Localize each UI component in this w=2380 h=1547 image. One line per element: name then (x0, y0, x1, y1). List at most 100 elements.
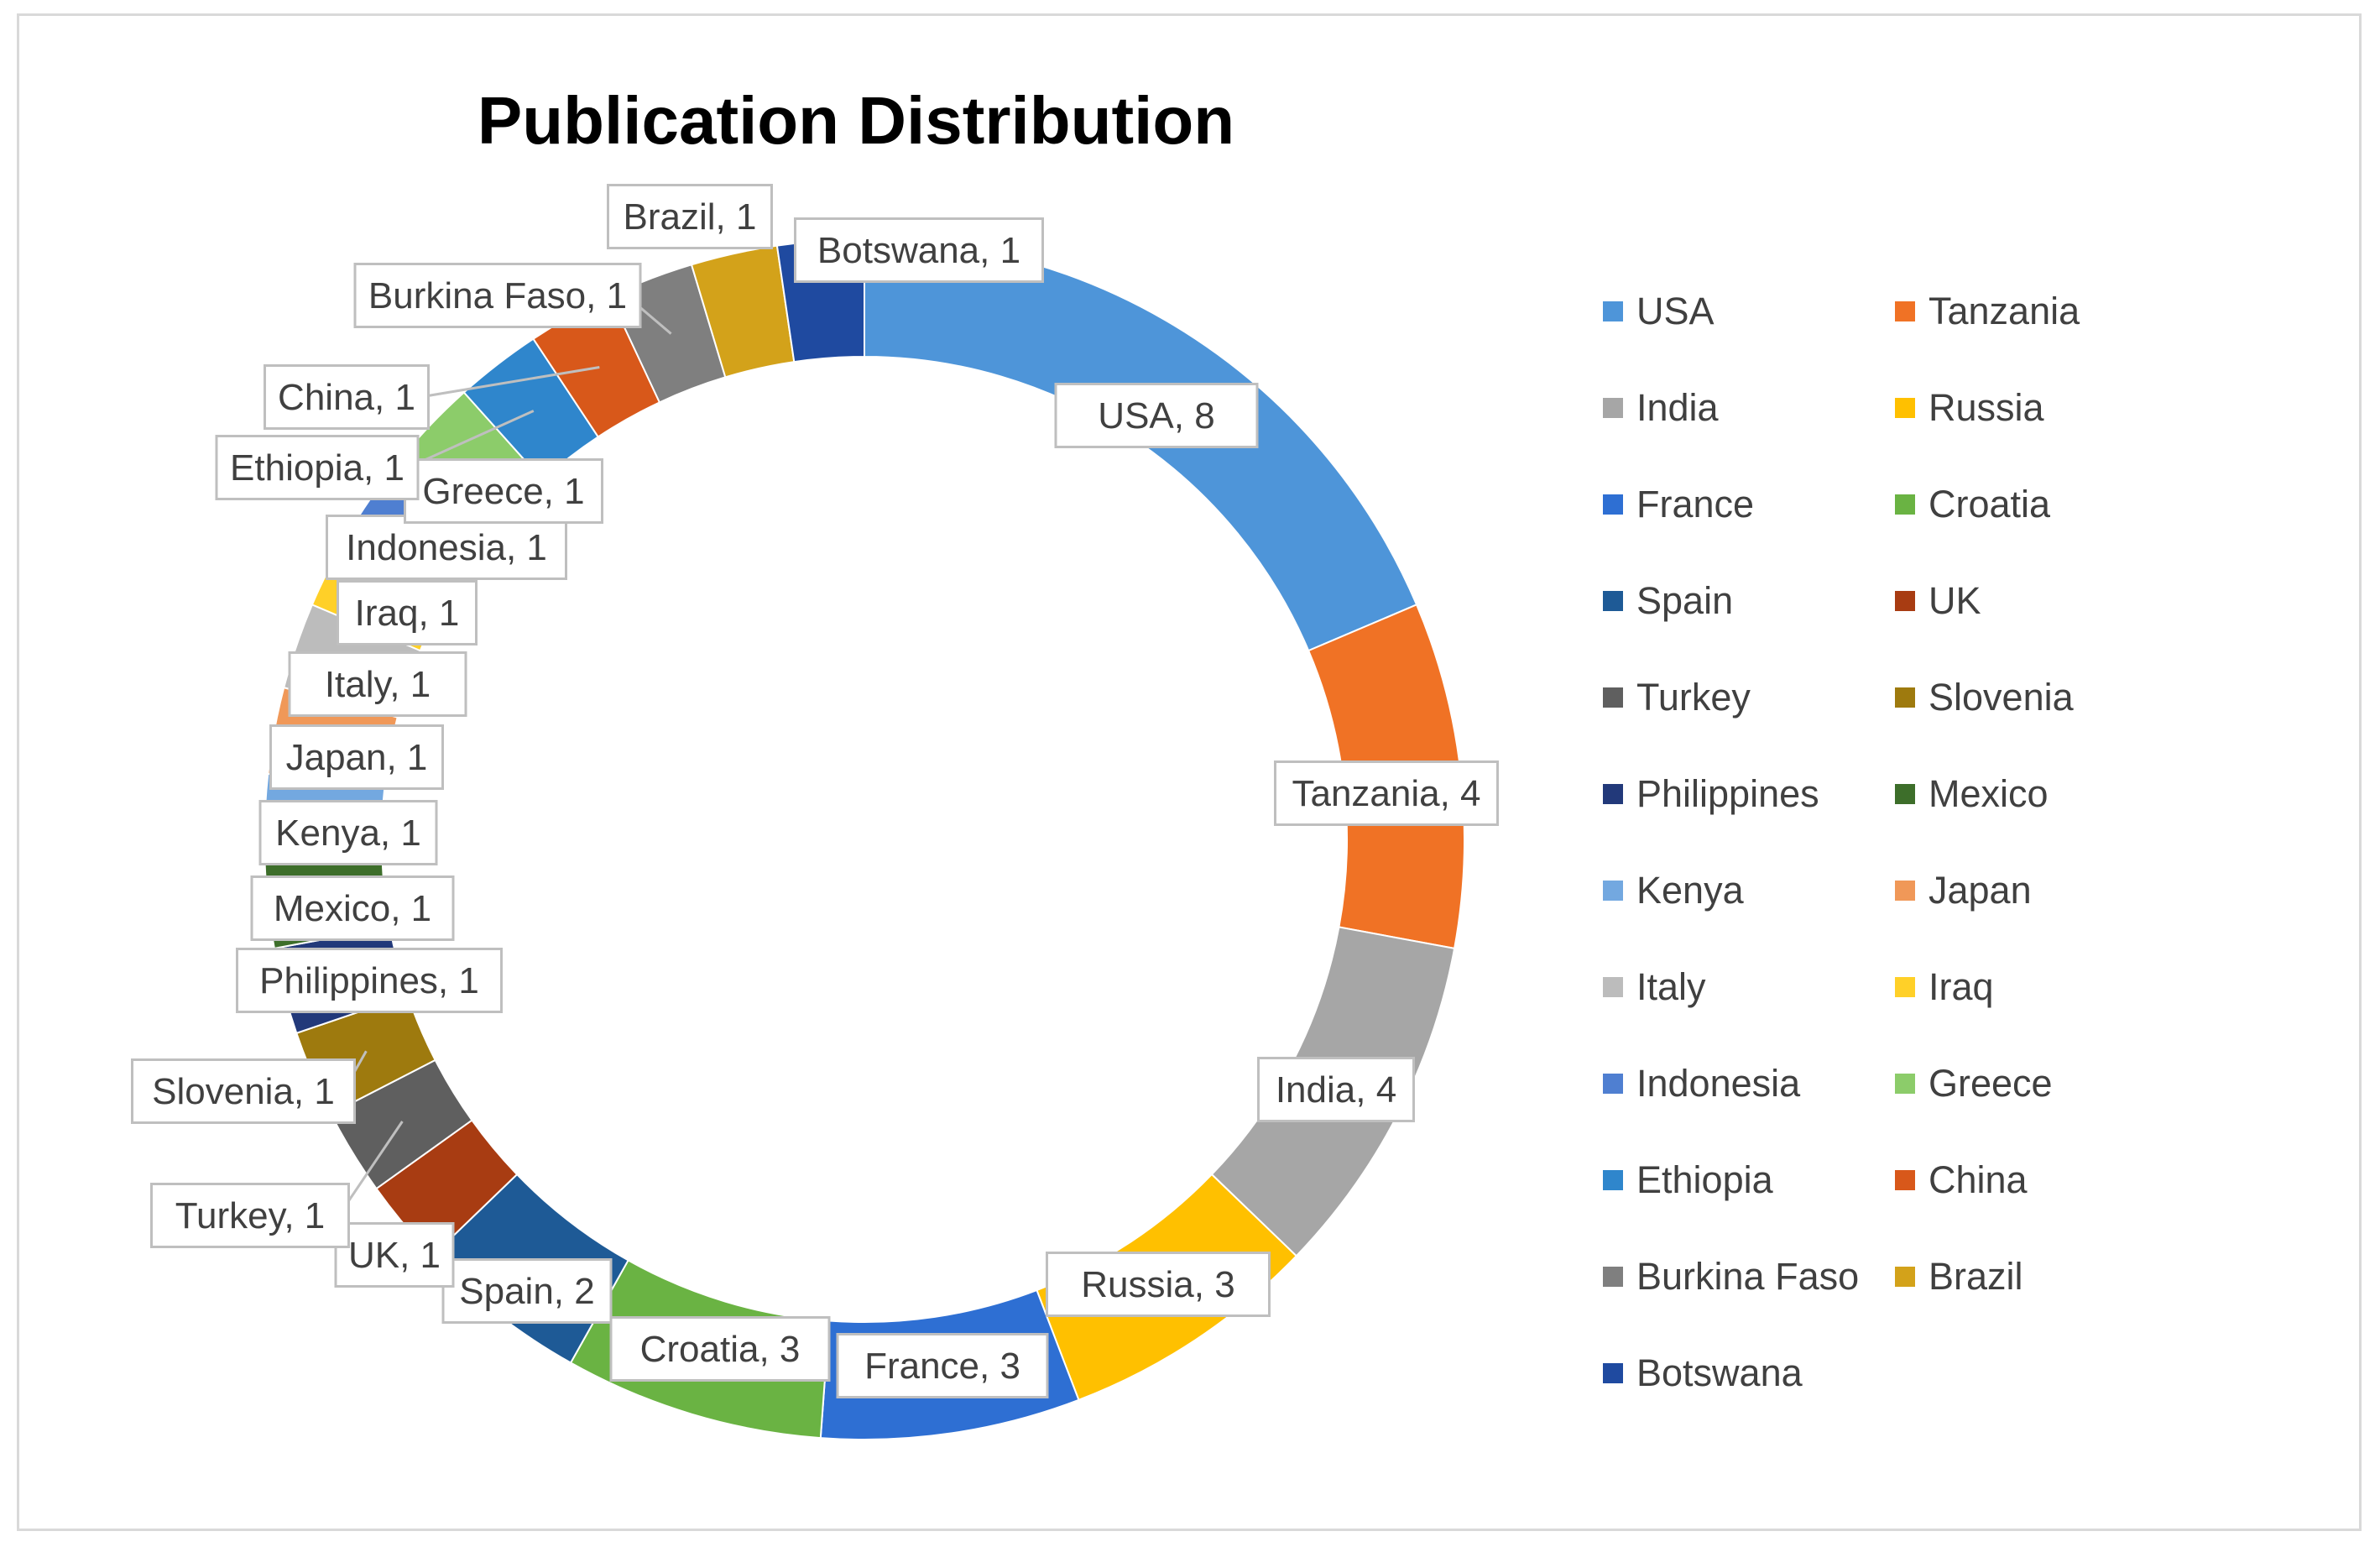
data-label-box-brazil (607, 184, 773, 249)
data-label-box-indonesia (326, 515, 567, 580)
legend-swatch (1603, 591, 1623, 611)
legend-swatch (1895, 398, 1915, 418)
legend-label: USA (1636, 290, 1715, 332)
data-label-box-burkina-faso (353, 263, 642, 328)
data-label-india: India, 4 (1276, 1069, 1396, 1111)
data-label-box-china (264, 364, 430, 430)
legend-item-russia: Russia (1895, 386, 2044, 430)
legend-label: Slovenia (1929, 676, 2074, 719)
legend-item-iraq: Iraq (1895, 965, 1994, 1009)
leader-china (420, 366, 600, 399)
leader-ethiopia (407, 410, 535, 469)
legend-item-botswana: Botswana (1603, 1351, 1803, 1395)
legend-label: Ethiopia (1636, 1158, 1773, 1201)
data-label-box-philippines (236, 948, 503, 1013)
data-label-box-spain (441, 1258, 613, 1324)
legend-label: Philippines (1636, 772, 1819, 815)
legend-item-spain: Spain (1603, 579, 1733, 623)
data-label-tanzania: Tanzania, 4 (1292, 773, 1480, 814)
legend-swatch (1603, 784, 1623, 804)
legend-label: Iraq (1929, 965, 1994, 1008)
data-label-box-slovenia (131, 1058, 356, 1124)
data-label-slovenia: Slovenia, 1 (152, 1071, 335, 1112)
data-label-spain: Spain, 2 (459, 1271, 594, 1312)
legend-label: Tanzania (1929, 290, 2080, 332)
legend-swatch (1603, 881, 1623, 901)
data-label-botswana: Botswana, 1 (817, 230, 1020, 271)
data-label-iraq: Iraq, 1 (355, 593, 460, 634)
data-label-mexico: Mexico, 1 (274, 888, 431, 929)
data-label-box-italy (288, 651, 467, 717)
legend-swatch (1895, 494, 1915, 515)
legend-label: Japan (1929, 869, 2032, 912)
data-label-box-iraq (337, 580, 478, 645)
legend-swatch (1603, 1170, 1623, 1190)
data-label-box-japan (269, 724, 444, 790)
legend-item-kenya: Kenya (1603, 869, 1744, 912)
data-label-box-greece (404, 458, 603, 524)
data-label-japan: Japan, 1 (286, 737, 428, 778)
legend-swatch (1895, 1170, 1915, 1190)
legend-item-uk: UK (1895, 579, 1981, 623)
legend-item-italy: Italy (1603, 965, 1706, 1009)
legend-label: Brazil (1929, 1255, 2023, 1298)
legend-item-mexico: Mexico (1895, 772, 2049, 816)
legend-item-ethiopia: Ethiopia (1603, 1158, 1773, 1202)
legend-swatch (1895, 977, 1915, 997)
data-label-italy: Italy, 1 (325, 664, 431, 705)
legend-item-china: China (1895, 1158, 2028, 1202)
data-label-russia: Russia, 3 (1081, 1264, 1234, 1305)
legend-swatch (1603, 494, 1623, 515)
legend-label: Russia (1929, 386, 2044, 429)
data-label-usa: USA, 8 (1098, 395, 1214, 436)
legend-swatch (1895, 784, 1915, 804)
legend-item-brazil: Brazil (1895, 1255, 2023, 1299)
legend-swatch (1603, 977, 1623, 997)
legend-swatch (1603, 1363, 1623, 1383)
data-label-france: France, 3 (864, 1346, 1020, 1387)
legend-item-croatia: Croatia (1895, 483, 2050, 526)
data-label-philippines: Philippines, 1 (259, 960, 479, 1001)
legend-item-indonesia: Indonesia (1603, 1062, 1800, 1105)
legend-label: China (1929, 1158, 2028, 1201)
legend-label: Botswana (1636, 1351, 1803, 1394)
legend-label: Croatia (1929, 483, 2051, 525)
legend-item-japan: Japan (1895, 869, 2032, 912)
data-label-kenya: Kenya, 1 (275, 813, 421, 854)
data-label-turkey: Turkey, 1 (175, 1195, 326, 1236)
legend-swatch (1895, 591, 1915, 611)
legend-item-burkina-faso: Burkina Faso (1603, 1255, 1859, 1299)
legend-label: Greece (1929, 1062, 2053, 1105)
legend-label: Italy (1636, 965, 1706, 1008)
legend-label: India (1636, 386, 1719, 429)
data-label-box-ethiopia (215, 435, 420, 500)
legend-swatch (1603, 301, 1623, 321)
legend-item-slovenia: Slovenia (1895, 676, 2074, 719)
data-label-box-usa (1054, 383, 1259, 448)
data-label-box-uk (334, 1222, 455, 1288)
data-label-box-russia (1046, 1252, 1271, 1317)
legend-swatch (1895, 1267, 1915, 1287)
legend-item-turkey: Turkey (1603, 676, 1751, 719)
legend-item-usa: USA (1603, 290, 1715, 333)
legend-label: Spain (1636, 579, 1734, 622)
legend-swatch (1895, 687, 1915, 708)
legend-label: Indonesia (1636, 1062, 1801, 1105)
data-label-burkina-faso: Burkina Faso, 1 (368, 275, 627, 316)
data-label-uk: UK, 1 (348, 1235, 441, 1276)
legend-label: Burkina Faso (1636, 1255, 1860, 1298)
legend-item-france: France (1603, 483, 1754, 526)
legend-label: Kenya (1636, 869, 1744, 912)
data-label-box-france (836, 1333, 1049, 1398)
data-label-brazil: Brazil, 1 (624, 196, 757, 238)
legend-label: Turkey (1636, 676, 1751, 719)
legend-swatch (1603, 1267, 1623, 1287)
data-label-box-mexico (250, 875, 455, 941)
data-label-box-india (1257, 1057, 1415, 1122)
legend-item-greece: Greece (1895, 1062, 2053, 1105)
legend-swatch (1895, 301, 1915, 321)
data-label-box-turkey (150, 1183, 350, 1248)
legend-swatch (1895, 1074, 1915, 1094)
data-label-box-croatia (609, 1316, 831, 1382)
